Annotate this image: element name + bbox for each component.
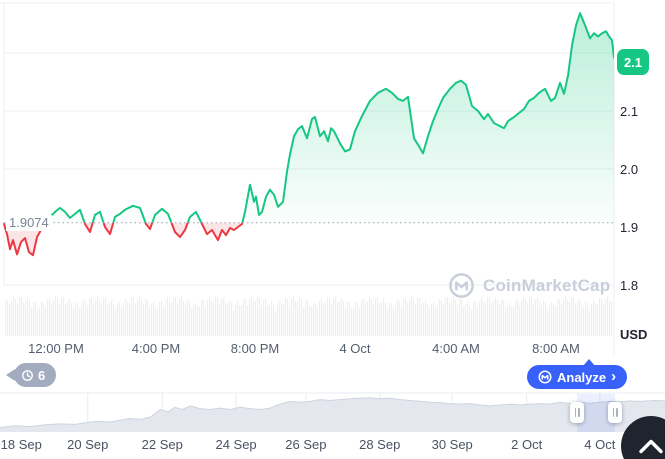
analyze-button[interactable]: Analyze › — [527, 359, 628, 389]
reference-price-label: 1.9074 — [6, 215, 52, 231]
history-badge-tail — [6, 369, 15, 381]
navigator-date-label: 2 Oct — [511, 437, 543, 452]
history-clock-icon — [22, 369, 33, 381]
y-axis-tick-label: 2.1 — [620, 104, 639, 119]
coinmarketcap-logo-icon — [538, 370, 552, 384]
coinmarketcap-logo-icon — [449, 273, 474, 298]
navigator-date-label: 30 Sep — [431, 437, 473, 452]
navigator-date-label: 24 Sep — [215, 437, 257, 452]
x-axis-tick-label: 4:00 PM — [131, 341, 181, 356]
history-count: 6 — [38, 367, 46, 383]
navigator-date-label: 26 Sep — [285, 437, 327, 452]
currency-unit-label: USD — [620, 327, 648, 342]
x-axis-tick-label: 4:00 AM — [432, 341, 480, 356]
chevron-right-icon: › — [611, 367, 617, 385]
navigator-date-label: 22 Sep — [141, 437, 183, 452]
y-axis-tick-label: 1.8 — [620, 278, 639, 293]
chevron-up-icon — [639, 439, 663, 453]
analyze-button-tail — [583, 359, 595, 366]
navigator-date-label: 4 Oct — [584, 437, 616, 452]
x-axis-tick-label: 8:00 PM — [230, 341, 280, 356]
navigator-handle-right[interactable] — [608, 402, 623, 423]
navigator-date-label: 18 Sep — [0, 437, 42, 452]
x-axis-tick-label: 4 Oct — [339, 341, 371, 356]
y-axis-tick-label: 2.0 — [620, 162, 639, 177]
current-price-badge: 2.1 — [617, 49, 649, 75]
navigator-date-label: 20 Sep — [67, 437, 109, 452]
navigator-date-label: 28 Sep — [359, 437, 401, 452]
watermark-text: CoinMarketCap — [483, 275, 611, 295]
x-axis-tick-label: 12:00 PM — [28, 341, 84, 356]
x-axis-tick-label: 8:00 AM — [532, 341, 580, 356]
analyze-button-label: Analyze — [557, 369, 607, 385]
coinmarketcap-watermark: CoinMarketCap — [448, 272, 610, 299]
y-axis-tick-label: 1.9 — [620, 220, 639, 235]
navigator-handle-left[interactable] — [570, 402, 585, 423]
history-badge[interactable]: 6 — [6, 363, 57, 387]
